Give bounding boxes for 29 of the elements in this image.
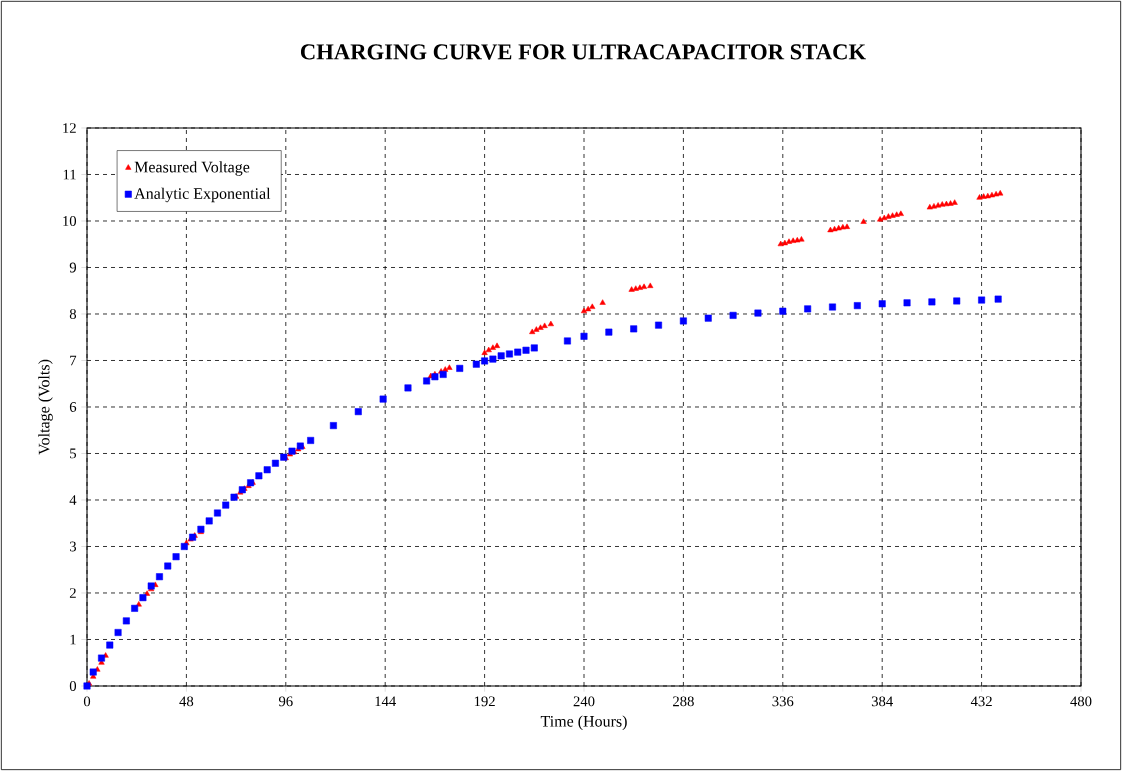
y-tick-label: 7 xyxy=(70,355,77,366)
legend-label: Analytic Exponential xyxy=(134,187,271,203)
y-tick-label: 6 xyxy=(69,402,77,412)
x-tick-label: 240 xyxy=(573,696,595,707)
x-tick-label: 384 xyxy=(871,696,893,707)
x-tick-label: 0 xyxy=(83,696,91,707)
x-tick-label: 96 xyxy=(278,696,293,707)
x-tick-label: 48 xyxy=(179,696,194,707)
y-tick-label: 3 xyxy=(69,541,77,552)
y-axis-title: Voltage (Volts) xyxy=(38,359,53,455)
y-tick-label: 10 xyxy=(63,216,77,226)
x-tick-label: 432 xyxy=(970,696,992,707)
y-tick-label: 4 xyxy=(69,495,77,505)
legend-label: Measured Voltage xyxy=(134,161,250,176)
y-tick-label: 0 xyxy=(69,681,77,691)
x-tick-label: 192 xyxy=(474,696,495,707)
y-tick-label: 11 xyxy=(63,169,76,180)
chart-title: CHARGING CURVE FOR ULTRACAPACITOR STACK xyxy=(300,44,866,60)
y-tick-label: 5 xyxy=(70,448,77,459)
y-tick-label: 12 xyxy=(63,123,76,133)
y-tick-label: 2 xyxy=(69,588,76,598)
x-tick-label: 480 xyxy=(1070,696,1092,707)
x-tick-label: 144 xyxy=(375,696,396,707)
y-tick-label: 8 xyxy=(69,309,77,319)
x-axis-title: Time (Hours) xyxy=(540,715,627,730)
x-tick-label: 336 xyxy=(772,696,794,707)
y-tick-label: 9 xyxy=(69,262,77,273)
y-tick-label: 1 xyxy=(70,634,76,645)
x-tick-label: 288 xyxy=(673,696,694,707)
